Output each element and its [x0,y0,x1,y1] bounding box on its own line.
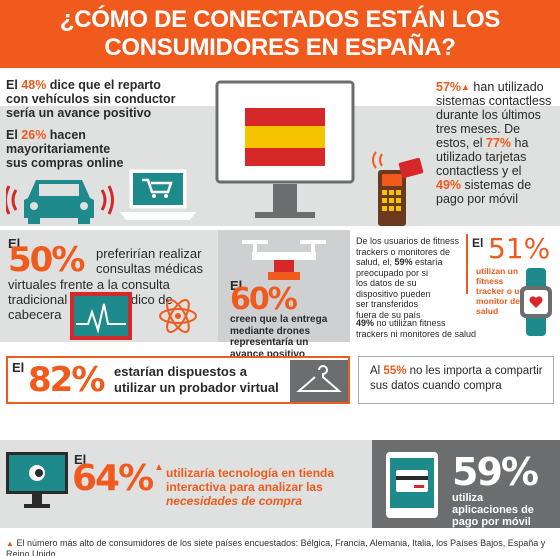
stat-contactless: 57%▲ han utilizado sistemas contactless … [436,80,552,206]
laptop-cart-icon [120,169,196,220]
pct-59: 59% [452,450,539,494]
heartbeat-monitor-icon [70,292,197,340]
up-arrow-icon: ▲ [461,82,470,92]
pct-60: 60% [230,282,298,317]
stat-online-shopping: El 26% hacen mayoritariamente sus compra… [6,128,124,170]
stat-data-sharing: Al 55% no les importa a compartir sus da… [370,365,543,392]
up-arrow-icon: ▲ [154,462,164,473]
pct-55: 55% [383,365,407,377]
stat-fitness-concern: De los usuarios de fitness trackers o mo… [356,236,460,320]
stat-fitness-users: utilizan un fitness tracker o un monitor… [476,266,525,316]
pct-57: 57% [436,80,462,94]
pct-26: 26% [21,128,47,142]
pct-51: 51% [488,232,551,265]
el-label: El [230,278,243,293]
pct-48: 48% [21,78,47,92]
pct-82: 82% [28,360,105,400]
stat-fitness-nonusers: 49% no utilizan fitness trackers ni moni… [356,318,477,339]
infographic-header: ¿CÓMO DE CONECTADOS ESTÁN LOS CONSUMIDOR… [0,0,560,68]
smartwatch-icon [520,268,552,336]
hanger-icon [296,365,342,392]
driverless-car-icon [6,180,114,224]
stat-driverless-delivery: El 48% dice que el reparto con vehículos… [6,78,176,120]
footnote: ▲ El número más alto de consumidores de … [6,538,546,556]
el-label: El [472,236,484,250]
drone-icon [242,240,326,280]
interactive-screen-icon [6,452,68,508]
el-label: El [8,236,21,251]
monitor-spain-flag-icon [215,80,355,218]
el-label: El [12,360,25,375]
hanger-tile [290,360,348,402]
stat-drones: creen que la entrega mediante drones rep… [230,314,328,360]
pct-64: 64% [72,458,154,499]
pct-50: 50% [8,240,85,280]
divider [466,234,468,294]
stat-virtual-fitting: estarían dispuestos a utilizar un probad… [114,364,279,395]
payment-terminal-icon [372,151,424,226]
mobile-payment-icon [386,452,438,518]
pct-77: 77% [486,136,512,150]
pct-49: 49% [436,178,462,192]
stat-mobile-payment: utiliza aplicaciones de pago por móvil [452,492,534,528]
header-line-2: CONSUMIDORES EN ESPAÑA? [104,34,456,61]
drone-panel [218,230,350,342]
fitness-panel [350,230,560,342]
header-line-1: ¿CÓMO DE CONECTADOS ESTÁN LOS [59,6,501,33]
triangle-icon: ▲ [6,539,14,548]
data-sharing-box [358,356,554,404]
stat-interactive-store: utilizaría tecnología en tienda interact… [166,466,335,508]
stat-medical: preferirían realizar consultas médicas [96,246,203,276]
el-label: El [74,452,87,467]
